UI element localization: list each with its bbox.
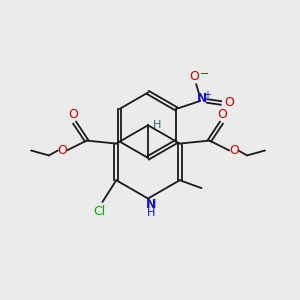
Text: O: O [189,70,199,83]
Text: O: O [69,108,79,121]
Text: −: − [200,69,209,79]
Text: O: O [224,96,234,110]
Text: +: + [203,90,211,100]
Text: H: H [147,208,155,218]
Text: O: O [229,144,239,157]
Text: O: O [57,144,67,157]
Text: O: O [218,108,227,121]
Text: Cl: Cl [93,206,106,218]
Text: N: N [197,92,207,106]
Text: N: N [146,198,156,211]
Text: H: H [153,120,161,130]
